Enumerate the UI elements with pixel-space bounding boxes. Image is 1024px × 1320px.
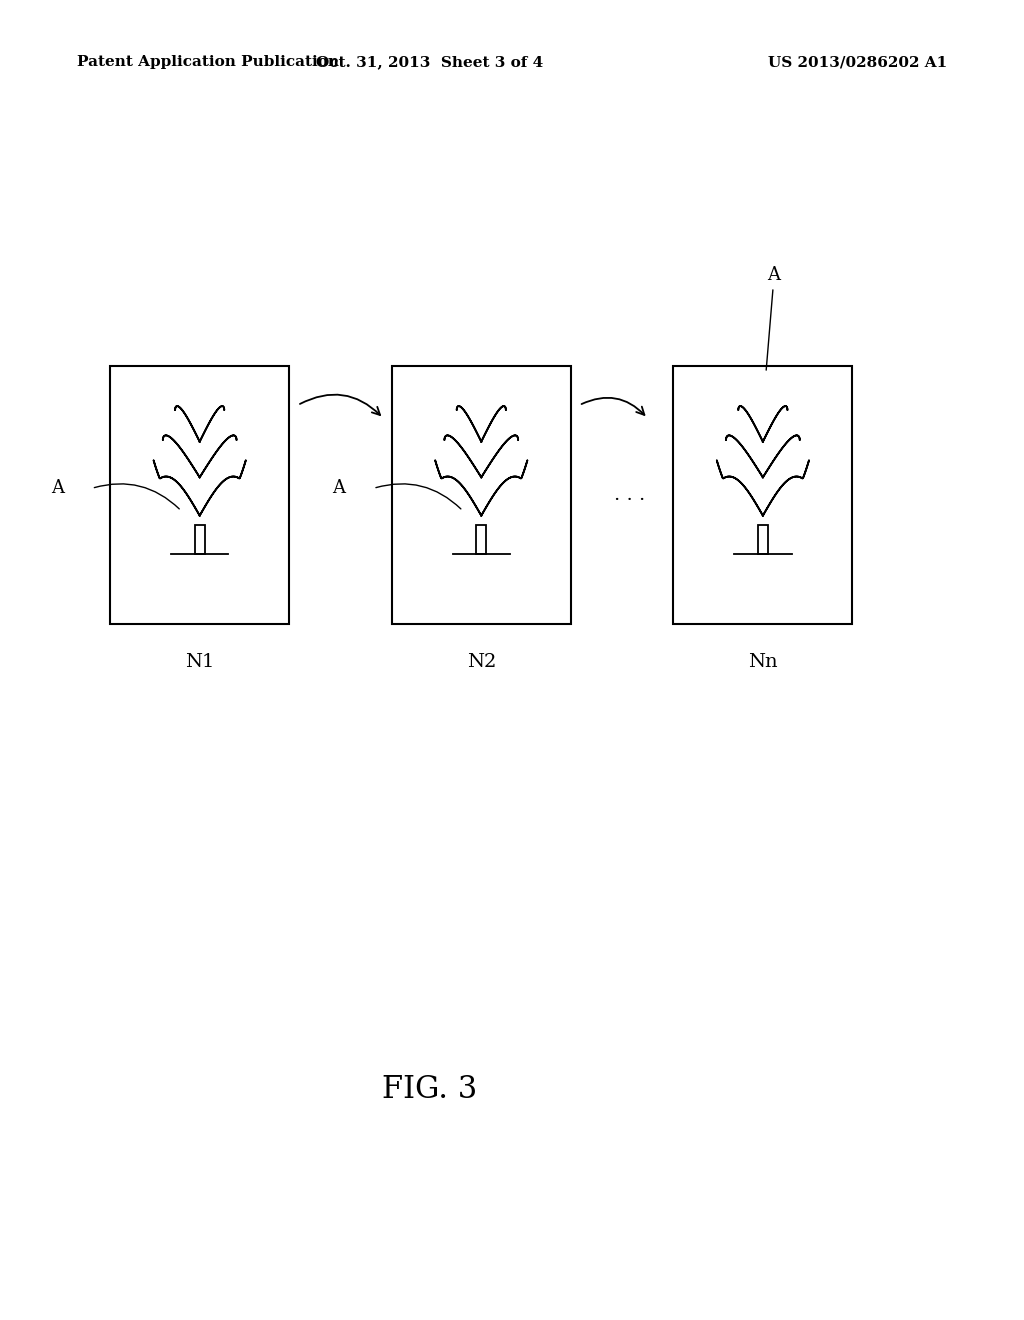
Text: N2: N2 — [467, 653, 496, 671]
Text: A: A — [333, 479, 345, 498]
Text: Patent Application Publication: Patent Application Publication — [77, 55, 339, 70]
Text: Oct. 31, 2013  Sheet 3 of 4: Oct. 31, 2013 Sheet 3 of 4 — [316, 55, 544, 70]
Text: A: A — [51, 479, 65, 498]
Bar — [111, 367, 289, 624]
Bar — [476, 525, 486, 554]
Text: . . .: . . . — [614, 486, 645, 504]
Text: N1: N1 — [185, 653, 214, 671]
Bar — [391, 367, 570, 624]
Bar — [195, 525, 205, 554]
Text: Nn: Nn — [749, 653, 777, 671]
Bar — [674, 367, 852, 624]
Text: US 2013/0286202 A1: US 2013/0286202 A1 — [768, 55, 947, 70]
Bar — [758, 525, 768, 554]
Text: A: A — [767, 267, 779, 285]
Text: FIG. 3: FIG. 3 — [382, 1073, 478, 1105]
